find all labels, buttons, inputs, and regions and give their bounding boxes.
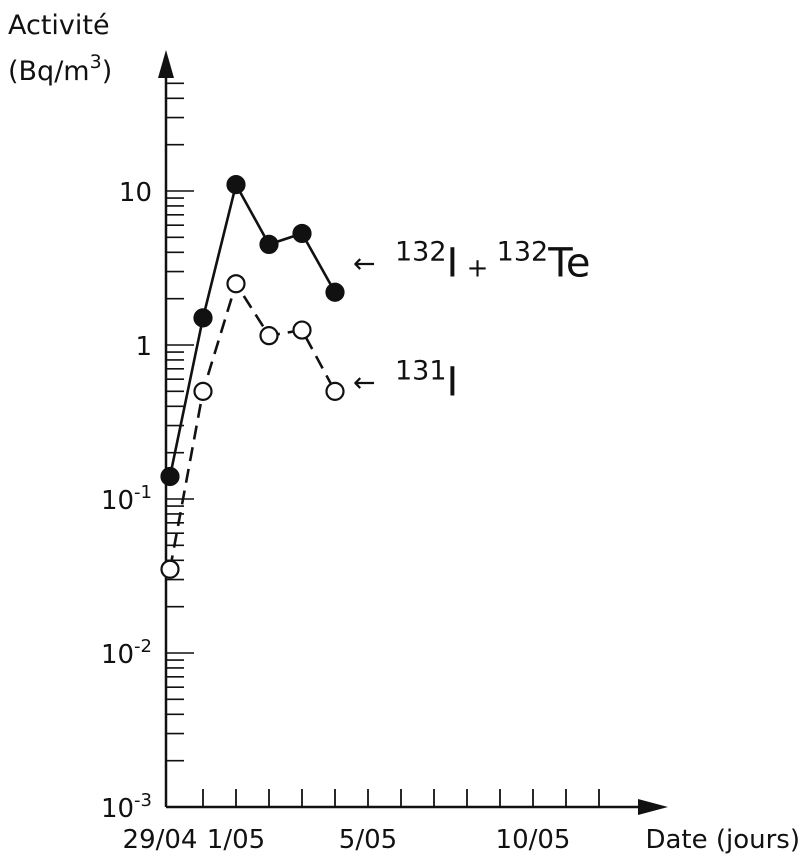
x-axis-title: Date (jours) bbox=[645, 825, 800, 855]
y-tick-label: 10-1 bbox=[101, 482, 152, 516]
data-point-1-1 bbox=[160, 466, 180, 487]
legend-label-1: 132I + 132Te bbox=[395, 236, 590, 286]
legends: ← 132I + 132Te ← 131I bbox=[353, 236, 590, 405]
x-tick-label: 10/05 bbox=[496, 825, 571, 855]
y-tick-label: 10-2 bbox=[101, 636, 152, 670]
axes bbox=[158, 50, 668, 815]
series-group bbox=[160, 175, 345, 579]
y-axis-label-sup: 3 bbox=[90, 51, 102, 73]
x-tick-label: 1/05 bbox=[207, 825, 265, 855]
y-axis-label-suffix: ) bbox=[102, 56, 113, 87]
y-tick-label: 1 bbox=[135, 332, 152, 362]
series-line-2 bbox=[168, 280, 337, 570]
data-point-1-4 bbox=[259, 234, 279, 255]
x-axis-arrow bbox=[638, 799, 668, 815]
data-point-1-2 bbox=[193, 308, 213, 328]
data-point-2-5 bbox=[292, 320, 312, 340]
y-tick-label: 10 bbox=[119, 178, 152, 208]
data-point-2-3 bbox=[226, 274, 246, 294]
data-point-1-6 bbox=[325, 282, 345, 302]
data-point-2-1 bbox=[160, 559, 180, 579]
data-point-1-3 bbox=[226, 175, 246, 195]
y-ticks: 10 1 10-1 10-2 10-3 bbox=[101, 82, 194, 824]
y-axis-label-line2: (Bq/m3) bbox=[8, 51, 112, 87]
data-point-1-5 bbox=[292, 223, 312, 244]
legend-arrow-1: ← bbox=[353, 248, 376, 279]
x-tick-label: 29/04 bbox=[123, 825, 198, 855]
data-point-2-4 bbox=[259, 326, 279, 346]
x-ticks: 29/04 1/05 5/05 10/05 Date (jours) bbox=[123, 789, 800, 855]
x-tick-label: 5/05 bbox=[339, 825, 397, 855]
series-line-1 bbox=[168, 181, 337, 477]
data-point-2-2 bbox=[193, 381, 213, 401]
legend-arrow-2: ← bbox=[353, 367, 376, 398]
legend-label-2: 131I bbox=[395, 355, 458, 405]
y-axis-label-prefix: (Bq/m bbox=[8, 56, 90, 87]
data-point-2-6 bbox=[325, 381, 345, 401]
y-tick-label: 10-3 bbox=[101, 790, 152, 824]
y-axis-label-line1: Activité bbox=[8, 10, 110, 41]
y-axis-arrow bbox=[158, 50, 174, 78]
